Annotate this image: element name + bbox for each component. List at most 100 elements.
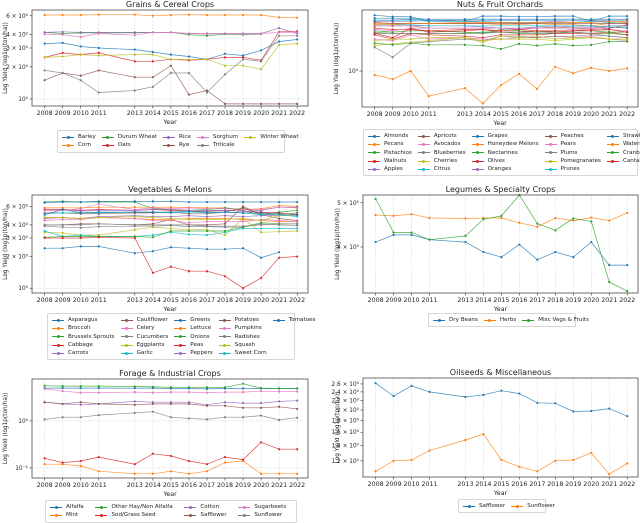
data-point <box>278 251 281 254</box>
x-tick-label: 2010 <box>403 111 419 118</box>
legend-swatch-icon <box>544 133 557 139</box>
legend-item: Olives <box>471 157 539 165</box>
subplot-title: Oilseeds & Miscellaneous <box>450 368 551 377</box>
series-barley <box>43 38 299 61</box>
x-axis-label: Year <box>162 491 177 498</box>
legend-swatch-icon <box>174 334 187 340</box>
series-cantaloupes <box>373 27 629 39</box>
legend-label: Honeydew Melons <box>487 141 539 148</box>
x-tick-label: 2018 <box>547 297 563 304</box>
y-tick-label: 3 × 10⁰ <box>6 235 29 242</box>
series-line <box>375 194 628 292</box>
legend-item: Carrots <box>52 349 115 357</box>
y-tick-label: 2.6 × 10⁰ <box>332 381 360 388</box>
legend-item: Watermelons <box>606 140 640 148</box>
x-tick-label: 2018 <box>547 481 563 488</box>
series-line <box>44 222 298 238</box>
x-tick-label: 2008 <box>37 297 53 304</box>
series-line <box>374 37 628 42</box>
legend-swatch-icon <box>174 325 187 331</box>
x-tick-label: 2015 <box>163 297 179 304</box>
legend-swatch-icon <box>417 150 430 156</box>
legend-swatch-icon <box>120 317 133 323</box>
legend-item: Pistachios <box>368 149 412 157</box>
x-tick-label: 2021 <box>601 297 617 304</box>
x-tick-label: 2022 <box>619 297 635 304</box>
subplot-1: 2008 2009 2010 2011 2013 2014 2015 2016 2017 2018… <box>334 0 639 127</box>
legend-label: Rye <box>178 142 190 149</box>
x-tick-label: 2016 <box>181 110 197 117</box>
legend-item: Citrus <box>417 165 466 173</box>
x-tick-label: 2011 <box>91 482 107 489</box>
series-safflower <box>43 401 299 411</box>
legend-swatch-icon <box>606 158 619 164</box>
x-tick-label: 2013 <box>457 111 473 118</box>
legend-item: Apples <box>368 165 412 173</box>
legend-item: Winter Wheat <box>244 133 299 141</box>
series-pecans <box>373 65 629 105</box>
x-tick-label: 2009 <box>386 297 402 304</box>
y-tick-label: 10⁰ <box>18 285 28 292</box>
subplot-title: Grains & Cereal Crops <box>126 0 214 9</box>
x-axis-label: Year <box>162 306 177 313</box>
x-tick-label: 2013 <box>457 297 473 304</box>
legend-swatch-icon <box>174 317 187 323</box>
legend-swatch-icon <box>174 350 187 356</box>
legend-label: Citrus <box>433 166 451 173</box>
legend-label: Sunflower <box>254 512 283 519</box>
x-tick-label: 2013 <box>457 481 473 488</box>
legend-label: Tomatoes <box>288 317 316 323</box>
legend-label: Squash <box>234 341 256 348</box>
series-sorghum <box>43 31 299 39</box>
series-strawberries <box>373 17 629 21</box>
legend-label: Greens <box>190 317 211 323</box>
legend-label: Sugarbeets <box>254 504 287 510</box>
x-tick-label: 2017 <box>529 297 545 304</box>
series-line <box>374 66 628 104</box>
legend-label: Misc Vegs & Fruits <box>538 317 589 323</box>
series-line <box>44 411 298 421</box>
series-triticale <box>43 34 299 94</box>
legend-item: Honeydew Melons <box>471 140 539 148</box>
legend-label: Celery <box>136 325 155 332</box>
x-tick-label: 2011 <box>91 297 107 304</box>
y-tick-label: 6 × 10⁰ <box>6 203 29 210</box>
legend-item: Safflower <box>463 502 505 510</box>
x-tick-label: 2014 <box>145 482 161 489</box>
legend-label: Blueberries <box>433 149 466 156</box>
x-axis-label: Year <box>493 490 508 497</box>
legend-item: Greens <box>174 316 212 324</box>
series-line <box>44 32 298 38</box>
legend-item: Mint <box>50 511 89 519</box>
x-tick-label: 2016 <box>181 482 197 489</box>
legend-swatch-icon <box>471 150 484 156</box>
legend-item: Cantaloupes <box>606 157 640 165</box>
legend-label: Alfalfa <box>66 504 84 510</box>
legend-swatch-icon <box>244 134 257 140</box>
legend-item: Rye <box>162 141 191 149</box>
legend-label: Pistachios <box>384 149 412 156</box>
series-line <box>44 214 298 221</box>
legend-item: Squash <box>218 341 267 349</box>
series-rye <box>43 64 299 105</box>
x-tick-label: 2020 <box>253 110 269 117</box>
x-tick-label: 2014 <box>475 297 491 304</box>
series-line <box>375 212 628 228</box>
series-tomatoes <box>43 208 299 216</box>
legend-label: Carrots <box>68 350 89 357</box>
legend-item: Pecans <box>368 140 412 148</box>
legend-item: Onions <box>174 333 212 341</box>
legend-item: Walnuts <box>368 157 412 165</box>
series-misc-vegs-fruits <box>374 193 629 293</box>
series-cranberries <box>373 40 629 51</box>
legend-swatch-icon <box>218 325 231 331</box>
y-axis-label: Log Yield (log1p(ton/ha)) <box>3 208 9 280</box>
legend-label: Sod/Grass Seed <box>111 512 156 519</box>
y-axis-label: Log Yield (log1p(ton/ha)) <box>335 208 341 280</box>
x-tick-label: 2016 <box>181 297 197 304</box>
x-tick-label: 2010 <box>73 482 89 489</box>
legend-label: Pears <box>560 141 576 148</box>
legend: Dry Beans Herbs Misc Vegs & Fruits <box>428 313 589 328</box>
y-axis-label: Log Yield (log1p(ton/ha)) <box>3 393 9 465</box>
legend-item: Dry Beans <box>433 316 478 324</box>
